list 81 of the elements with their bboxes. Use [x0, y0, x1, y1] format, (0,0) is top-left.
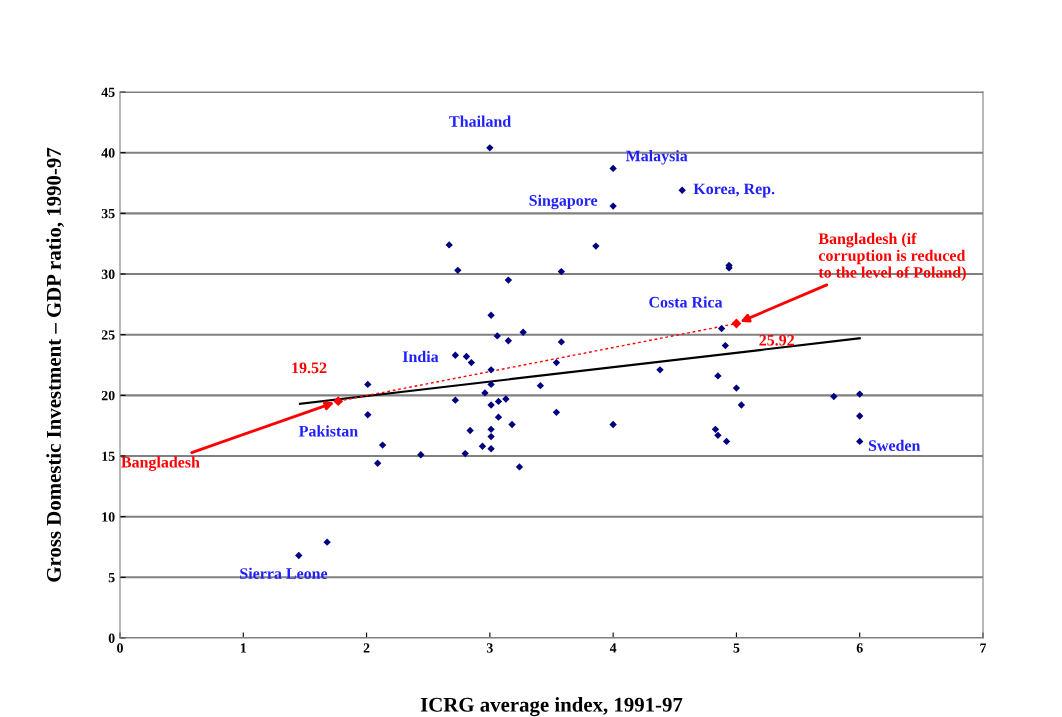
point — [557, 267, 566, 276]
point — [732, 384, 741, 392]
point — [333, 396, 343, 406]
point — [504, 337, 513, 345]
point — [454, 266, 462, 275]
point — [552, 358, 561, 367]
point — [609, 164, 617, 173]
point — [487, 445, 495, 453]
y-axis-title: Gross Domestic Investment – GDP ratio, 1990-97 — [46, 147, 64, 582]
point — [451, 396, 460, 404]
point — [714, 431, 722, 440]
annotation: Sierra Leone — [240, 567, 328, 579]
point — [373, 459, 382, 467]
y-tick-label: 45 — [101, 87, 115, 97]
point — [378, 441, 387, 449]
point — [722, 437, 731, 446]
x-axis-title: ICRG average index, 1991-97 — [420, 697, 683, 717]
annotation: 25.92 — [759, 334, 794, 346]
annotation: Bangladesh — [121, 456, 200, 471]
x-tick-label: 6 — [856, 643, 863, 653]
point — [536, 381, 545, 390]
point — [295, 551, 303, 560]
point — [856, 412, 864, 420]
point — [493, 332, 501, 340]
point — [508, 420, 516, 429]
y-tick-label: 15 — [102, 451, 115, 461]
point — [462, 352, 471, 361]
point — [478, 442, 487, 450]
x-tick-label: 2 — [363, 643, 370, 653]
point — [678, 186, 686, 194]
point — [557, 338, 566, 346]
annotation: 19.52 — [292, 362, 327, 374]
y-tick-label: 30 — [101, 269, 115, 279]
point — [466, 426, 474, 435]
annotation: Singapore — [529, 194, 598, 210]
y-tick-label: 20 — [101, 390, 115, 401]
y-tick-label: 35 — [101, 208, 115, 219]
point — [856, 437, 864, 446]
point — [711, 425, 720, 433]
point — [856, 390, 864, 398]
point — [467, 358, 476, 367]
point — [717, 324, 726, 333]
x-tick-label: 1 — [240, 643, 247, 653]
point — [721, 341, 730, 350]
point — [487, 311, 495, 319]
y-tick-label: 0 — [108, 633, 115, 643]
point — [515, 463, 524, 471]
annotation: India — [402, 350, 439, 363]
y-tick-label: 10 — [102, 512, 115, 522]
x-tick-label: 7 — [980, 643, 987, 653]
annotation: Bangladesh (if corruption is reduced to the level of Poland) — [818, 232, 966, 282]
point — [552, 408, 561, 416]
point — [461, 449, 469, 458]
point — [830, 392, 838, 401]
point — [487, 425, 495, 433]
x-tick-label: 0 — [117, 643, 123, 653]
annotation: Sweden — [868, 439, 921, 451]
point — [487, 432, 495, 441]
y-tick-label: 25 — [101, 330, 115, 340]
point — [417, 451, 425, 459]
annotation: Pakistan — [298, 425, 358, 437]
point — [487, 380, 495, 389]
point — [494, 413, 503, 421]
point — [519, 328, 527, 336]
annotation: Korea, Rep. — [693, 183, 775, 198]
point — [609, 420, 617, 429]
point — [364, 380, 372, 389]
annotation: Malaysia — [625, 150, 688, 165]
annotation: Thailand — [449, 115, 512, 127]
y-tick-label: 5 — [108, 573, 115, 583]
x-tick-label: 4 — [609, 643, 617, 653]
point — [486, 144, 494, 152]
y-tick-label: 40 — [101, 148, 115, 158]
x-tick-label: 3 — [486, 643, 493, 653]
point — [494, 397, 503, 406]
annotation: Costa Rica — [649, 296, 723, 308]
point — [364, 411, 372, 419]
x-tick-label: 5 — [733, 643, 740, 653]
point — [737, 401, 746, 409]
point — [504, 276, 513, 284]
point — [451, 351, 460, 359]
